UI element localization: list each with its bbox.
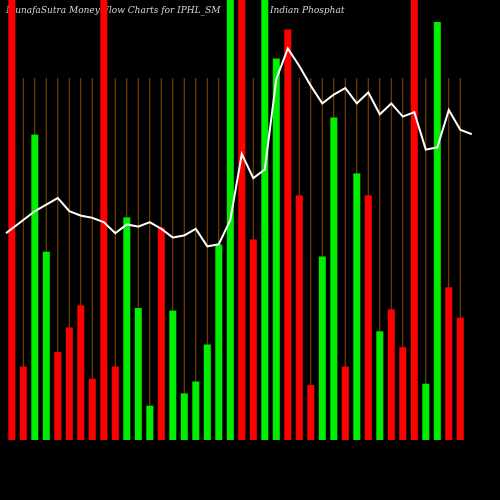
bar-green [42, 251, 50, 440]
bar-green [215, 244, 223, 440]
chart-title-company: Indian Phosphat [270, 6, 345, 16]
bar-green [169, 310, 177, 440]
bar-red [157, 227, 165, 440]
bar-red [77, 305, 85, 440]
bar-red [284, 29, 292, 440]
bar-green [146, 405, 154, 440]
bar-green [318, 256, 326, 440]
bar-red [295, 195, 303, 440]
bar-green [203, 344, 211, 440]
bar-red [8, 0, 16, 440]
money-flow-line [5, 46, 473, 248]
bar-red [387, 309, 395, 440]
bar-green [31, 134, 39, 440]
bar-red [341, 366, 349, 440]
bar-red [88, 378, 96, 440]
bar-green [330, 117, 338, 440]
bar-red [307, 385, 315, 440]
bar-red [364, 195, 372, 440]
bar-red [399, 347, 407, 440]
bar-green [180, 393, 188, 440]
bar-red [456, 317, 464, 440]
bar-green [134, 308, 142, 440]
bar-red [111, 366, 119, 440]
bar-green [376, 331, 384, 440]
bar-green [272, 58, 280, 440]
bar-green [433, 22, 441, 440]
bar-red [65, 327, 73, 440]
bar-green [192, 381, 200, 440]
bar-green [353, 173, 361, 440]
bar-red [19, 366, 27, 440]
bar-red [410, 0, 418, 440]
bar-red [238, 0, 246, 440]
chart-title: MunafaSutra Money Flow Charts for IPHL_S… [6, 6, 221, 16]
bar-red [249, 239, 257, 440]
bar-red [100, 0, 108, 440]
bar-green [261, 0, 269, 440]
bar-red [54, 352, 62, 440]
bar-green [422, 383, 430, 440]
bar-red [445, 287, 453, 440]
bar-green [123, 217, 131, 440]
